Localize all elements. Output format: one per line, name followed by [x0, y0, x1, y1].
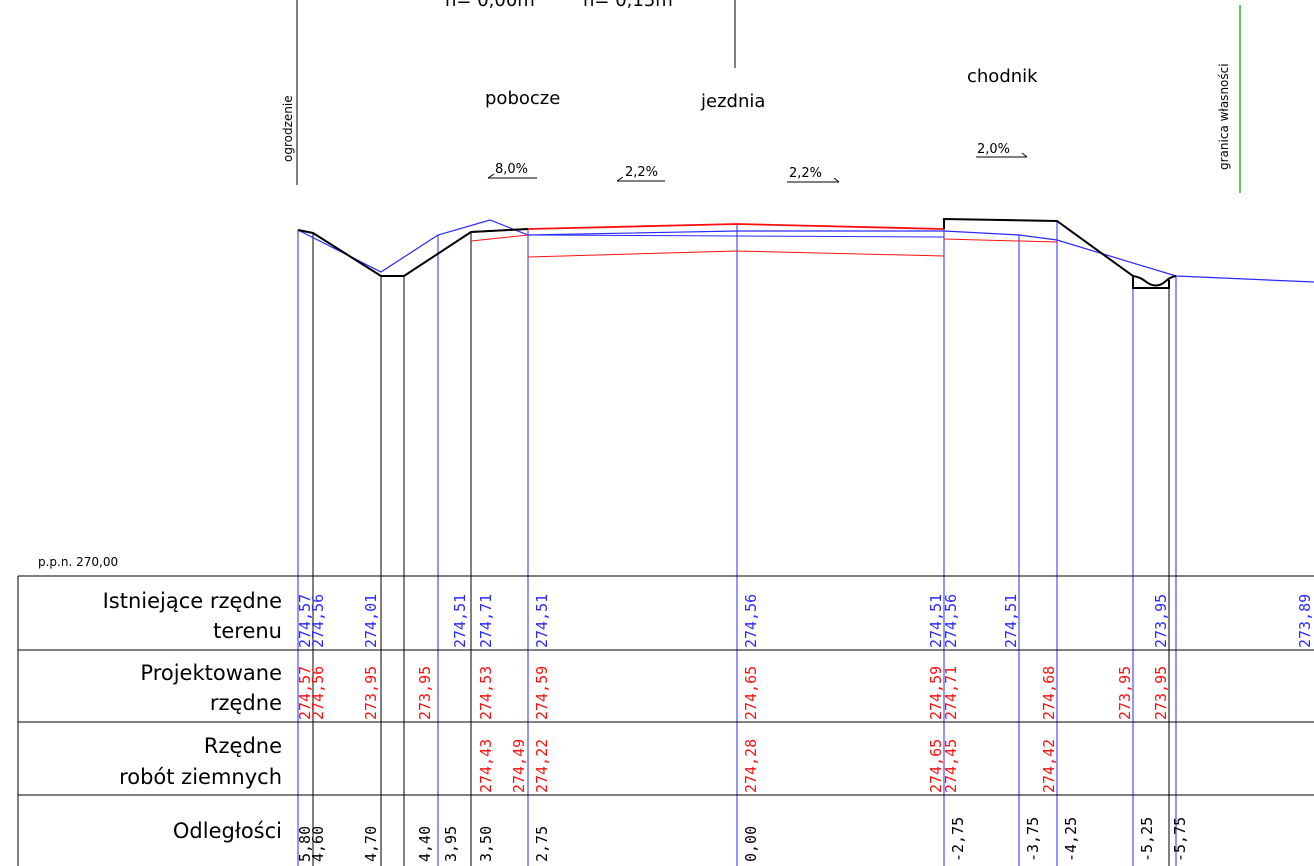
projected-value: 274,57: [296, 666, 314, 720]
earthworks-value: 274,43: [477, 739, 495, 793]
distance-value: 5,80: [296, 826, 314, 862]
distance-value: -5,75: [1171, 817, 1189, 862]
existing-value: 274,51: [451, 594, 469, 648]
distance-value: -5,25: [1138, 817, 1156, 862]
sidewalk-label: chodnik: [967, 66, 1038, 87]
earthworks-value: 274,65: [927, 739, 945, 793]
existing-terrain-secondary: [527, 234, 945, 238]
area-left-label: h= 0,00m²: [445, 0, 542, 11]
slope-road-left: 2,2%: [616, 165, 665, 182]
projected-value: 274,59: [533, 666, 551, 720]
distance-value: 0,00: [742, 826, 760, 862]
distance-value: 4,60: [309, 826, 327, 862]
row-projected-title-1: Projektowane: [140, 661, 282, 685]
existing-value: 274,51: [927, 594, 945, 648]
projected-value: 274,53: [477, 666, 495, 720]
distance-value: -3,75: [1024, 817, 1042, 862]
ditch-outline: [1132, 275, 1177, 287]
shoulder-label: pobocze: [485, 88, 560, 109]
slope-sidewalk: 2,0%: [976, 142, 1028, 158]
existing-value: 273,95: [1152, 594, 1170, 648]
existing-value: 273,89: [1296, 594, 1314, 648]
projected-value: 274,68: [1040, 666, 1058, 720]
earthworks-value: 274,28: [742, 739, 760, 793]
design-outline: [297, 228, 529, 277]
earthworks-value: 274,42: [1040, 739, 1058, 793]
projected-value: 274,71: [942, 666, 960, 720]
row-projected-title-2: rzędne: [210, 691, 282, 715]
existing-value: 274,51: [533, 594, 551, 648]
fence-label: ogrodzenie: [281, 95, 295, 162]
existing-value: 274,57: [296, 594, 314, 648]
earthworks-value: 274,45: [942, 739, 960, 793]
projected-value: 273,95: [1152, 666, 1170, 720]
data-table: [17, 575, 1314, 866]
distance-value: 3,95: [442, 826, 460, 862]
projected-value: 274,56: [309, 666, 327, 720]
area-right-label: h= 0,15m²: [583, 0, 680, 11]
projected-subgrade-line: [470, 234, 529, 242]
distance-value: -4,25: [1062, 817, 1080, 862]
distance-value: 3,50: [477, 826, 495, 862]
roadway-label: jezdnia: [700, 91, 765, 112]
slope-road-left-value: 2,2%: [625, 165, 658, 180]
earthworks-value: 274,49: [510, 739, 528, 793]
projected-value: 274,65: [742, 666, 760, 720]
existing-value: 274,01: [362, 594, 380, 648]
row-earthworks-title-2: robót ziemnych: [119, 765, 282, 789]
existing-elevations: 274,57 274,56 274,01 274,51 274,71 274,5…: [296, 594, 1314, 648]
datum-label: p.p.n. 270,00: [38, 555, 118, 569]
projected-value: 273,95: [416, 666, 434, 720]
slope-road-right-value: 2,2%: [789, 166, 822, 181]
existing-value: 274,56: [742, 594, 760, 648]
existing-terrain-line: [297, 219, 1314, 283]
existing-value: 274,71: [477, 594, 495, 648]
row-earthworks-title-1: Rzędne: [204, 734, 282, 758]
station-lines: [297, 220, 1177, 866]
slope-sidewalk-value: 2,0%: [977, 142, 1010, 157]
existing-value: 274,56: [309, 594, 327, 648]
distance-value: -2,75: [949, 817, 967, 862]
row-existing-title-1: Istniejące rzędne: [103, 589, 282, 613]
projected-value: 273,95: [362, 666, 380, 720]
distance-value: 4,40: [416, 826, 434, 862]
distances: 5,80 4,60 4,70 4,40 3,95 3,50 2,75 0,00 …: [296, 817, 1189, 862]
projected-value: 274,59: [927, 666, 945, 720]
row-existing-title-2: terenu: [213, 619, 282, 643]
projected-value: 273,95: [1116, 666, 1134, 720]
projected-elevations: 274,57 274,56 273,95 273,95 274,53 274,5…: [296, 666, 1170, 720]
existing-value: 274,51: [1002, 594, 1020, 648]
slope-road-right: 2,2%: [787, 166, 840, 183]
property-boundary-label: granica własności: [1217, 63, 1231, 170]
slope-shoulder: 8,0%: [487, 162, 537, 179]
earthworks-elevations: 274,43 274,49 274,22 274,28 274,65 274,4…: [477, 739, 1058, 793]
existing-value: 274,56: [942, 594, 960, 648]
earthworks-value: 274,22: [533, 739, 551, 793]
projected-subbase-line: [527, 250, 945, 258]
distance-value: 4,70: [362, 826, 380, 862]
distance-value: 2,75: [533, 826, 551, 862]
projected-sidewalk-line: [943, 238, 1058, 243]
slope-shoulder-value: 8,0%: [495, 162, 528, 177]
row-distances-title: Odległości: [173, 819, 282, 843]
